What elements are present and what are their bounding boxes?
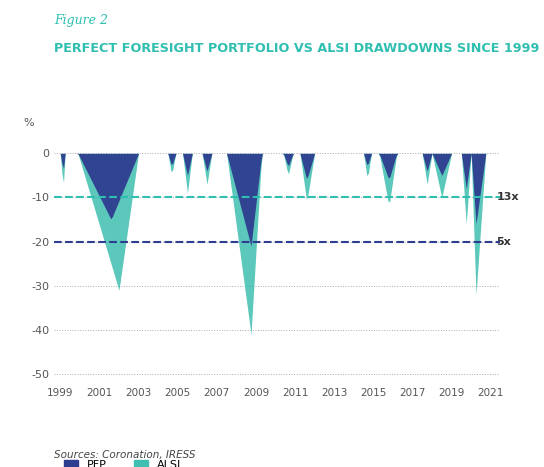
Text: 13x: 13x (497, 192, 519, 203)
Text: Figure 2: Figure 2 (54, 14, 108, 27)
Text: Sources: Coronation, IRESS: Sources: Coronation, IRESS (54, 450, 196, 460)
Text: %: % (23, 118, 34, 128)
Legend: PFP, ALSI: PFP, ALSI (60, 455, 185, 467)
Text: 5x: 5x (497, 237, 511, 247)
Text: PERFECT FORESIGHT PORTFOLIO VS ALSI DRAWDOWNS SINCE 1999: PERFECT FORESIGHT PORTFOLIO VS ALSI DRAW… (54, 42, 540, 55)
